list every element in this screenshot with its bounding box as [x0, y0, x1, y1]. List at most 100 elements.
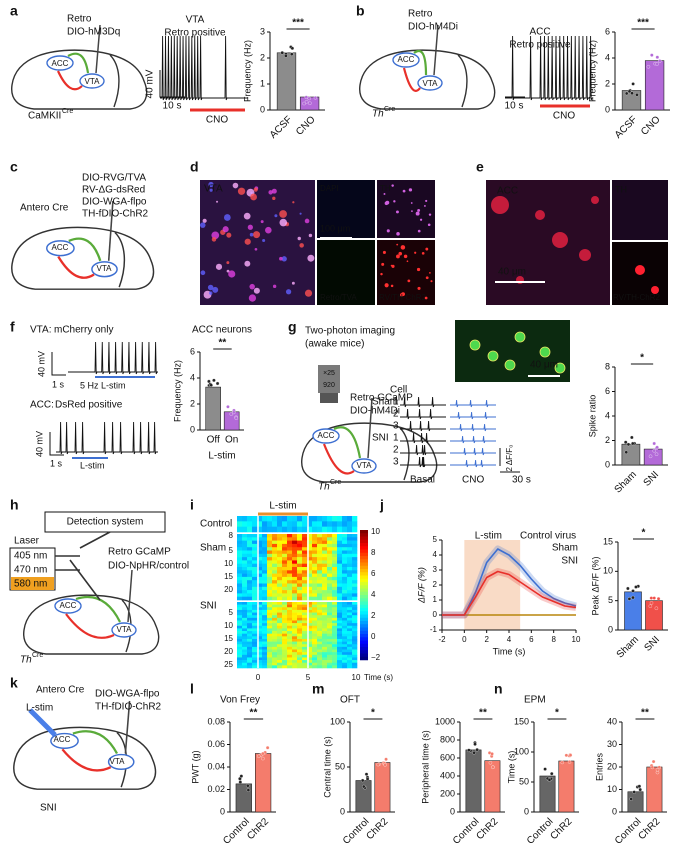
heat-cell [262, 537, 268, 541]
heat-cell [282, 550, 288, 555]
ephys-trace [56, 421, 158, 455]
y-tick-label: 2 [433, 580, 438, 589]
heat-cell [257, 590, 263, 594]
brain-schematic [301, 397, 438, 483]
y-tick-label: 6 [190, 346, 195, 356]
heat-cell [267, 633, 273, 637]
label: Control [200, 519, 232, 530]
heat-cell [252, 631, 258, 634]
heat-cell [257, 560, 263, 564]
heat-cell [317, 547, 323, 551]
heat-cell [352, 657, 358, 661]
heat-cell [347, 534, 353, 538]
heat-cell [322, 547, 328, 551]
heat-cell [307, 649, 313, 653]
data-point [649, 596, 654, 600]
heat-cell [352, 573, 358, 578]
injection-needle [95, 24, 101, 74]
heat-cell [322, 567, 328, 571]
heat-cell [277, 516, 283, 522]
heat-cell [257, 526, 263, 533]
heat-cell [252, 620, 258, 624]
heat-cell [307, 615, 313, 619]
label: TH-fDIO-ChR2 [82, 209, 149, 220]
heat-cell [332, 526, 338, 533]
heat-cell [332, 641, 338, 645]
label: TH-fDIO-ChR2 [95, 702, 162, 713]
heat-cell [292, 526, 298, 533]
label: Detection system [67, 517, 144, 528]
heat-cell [267, 573, 273, 578]
data-point [307, 96, 311, 101]
heat-cell [347, 625, 353, 629]
data-point [364, 772, 369, 776]
heat-cell [247, 612, 253, 616]
heat-cell [292, 665, 298, 669]
heat-cell [302, 652, 308, 656]
heat-cell [312, 543, 318, 548]
label: DIO-WGA-flpo [95, 689, 160, 700]
y-tick-label: 50 [335, 761, 345, 771]
data-point [383, 763, 387, 767]
heat-cell [337, 534, 343, 538]
heat-cell [342, 657, 348, 661]
heat-cell [332, 649, 338, 653]
heat-cell [297, 657, 303, 661]
heat-cell [307, 604, 313, 608]
heat-cell [312, 633, 318, 637]
heat-cell [302, 646, 308, 650]
heat-cell [332, 615, 338, 619]
heat-cell [242, 607, 248, 611]
heat-cell [272, 609, 278, 613]
heat-cell [237, 567, 243, 571]
projection-arrow [61, 748, 112, 772]
heat-cell [282, 609, 288, 613]
y-tick-label: 600 [440, 752, 455, 762]
cell-dot [265, 226, 272, 234]
data-point [654, 452, 659, 456]
heat-cell [237, 623, 243, 627]
ephys-trace [400, 456, 446, 468]
heat-cell [302, 638, 308, 642]
heat-cell [242, 617, 248, 621]
cell-dot [211, 237, 217, 242]
cell-dot [429, 271, 431, 274]
heat-cell [317, 521, 323, 527]
heat-cell [327, 563, 333, 568]
label: 5 Hz L-stim [80, 380, 126, 390]
heat-cell [297, 593, 303, 597]
heat-cell [322, 586, 328, 591]
heat-cell [342, 660, 348, 664]
heat-cell [237, 665, 243, 669]
heat-cell [327, 607, 333, 611]
heat-cell [262, 583, 268, 588]
heat-cell [327, 660, 333, 664]
cell-dot [254, 247, 258, 251]
heat-cell [252, 665, 258, 669]
heat-cell [257, 657, 263, 661]
heat-cell [247, 641, 253, 645]
heat-cell [307, 638, 313, 642]
heat-cell [332, 612, 338, 616]
heat-cell [262, 638, 268, 642]
heat-cell [267, 590, 273, 594]
heat-cell [322, 631, 328, 634]
heat-cell [332, 609, 338, 613]
data-point [656, 597, 661, 601]
heat-cell [292, 654, 298, 658]
heat-cell [317, 623, 323, 627]
label: Sham [372, 397, 398, 408]
projection-arrow [333, 426, 362, 459]
scale-bar [51, 352, 66, 376]
heat-cell [287, 665, 293, 669]
cell-dot [279, 218, 288, 227]
colorbar-cell [360, 543, 368, 547]
heat-cell [267, 543, 273, 548]
heat-cell [322, 665, 328, 669]
label: 0 [256, 673, 261, 682]
heat-cell [292, 543, 298, 548]
x-tick-label: 8 [551, 635, 556, 644]
heat-cell [347, 586, 353, 591]
heat-cell [352, 521, 358, 527]
data-point [655, 768, 660, 772]
